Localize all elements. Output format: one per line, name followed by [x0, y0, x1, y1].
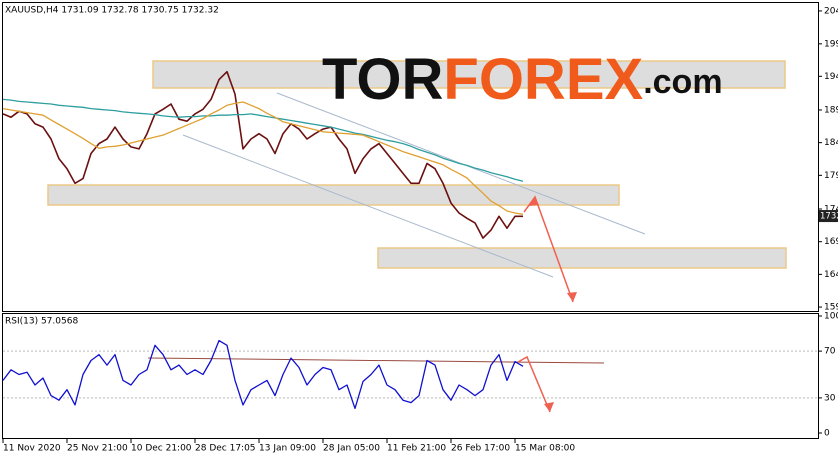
y-tick-label: 1644.00	[824, 270, 838, 280]
y-tick-label: 70	[824, 347, 836, 357]
y-tick-label: 1693.50	[824, 237, 838, 247]
rsi-panel	[2, 313, 819, 439]
series-line	[2, 339, 524, 410]
x-tick-label: 10 Dec 21:00	[131, 444, 192, 454]
plot	[2, 70, 819, 410]
series-line	[2, 101, 524, 215]
y-tick-label: 1794.00	[824, 171, 838, 181]
arrow-head	[529, 197, 539, 206]
x-tick-label: 11 Feb 21:00	[387, 444, 446, 454]
zone	[377, 247, 787, 269]
y-tick-label: 100	[824, 312, 838, 322]
x-tick-label: 15 Mar 08:00	[515, 444, 575, 454]
watermark: TORFOREX.com	[322, 47, 723, 112]
zone	[152, 60, 786, 89]
x-tick-label: 28 Jan 05:00	[323, 444, 380, 454]
series-line	[2, 98, 524, 182]
y-tick-label: 30	[824, 393, 836, 403]
arrow-head	[544, 402, 554, 412]
x-tick-label: 13 Jan 09:00	[259, 444, 316, 454]
y-tick-label: 0	[824, 429, 830, 439]
forecast-arrow	[517, 355, 551, 413]
channel-line	[182, 134, 554, 278]
rsi-title: RSI(13) 57.0568	[5, 317, 78, 327]
chart-title: XAUUSD,H4 1731.09 1732.78 1730.75 1732.3…	[5, 6, 219, 16]
y-tick-label: 1743.00	[824, 205, 838, 215]
series-line	[2, 70, 523, 239]
arrow-head	[567, 292, 577, 302]
y-tick-label: 2043.00	[824, 6, 838, 16]
trend-line	[147, 357, 605, 364]
x-tick-label: 11 Nov 2020	[3, 444, 61, 454]
y-tick-label: 1893.00	[824, 105, 838, 115]
x-tick-label: 28 Dec 17:05	[195, 444, 256, 454]
zone	[47, 184, 620, 206]
y-tick-label: 1944.00	[824, 72, 838, 82]
y-tick-label: 1993.15	[824, 39, 838, 49]
last-price-box	[819, 210, 838, 223]
last-price-label: 1732.32	[820, 212, 838, 222]
y-tick-label: 1843.50	[824, 138, 838, 148]
y-tick-label: 1594.50	[824, 303, 838, 313]
x-tick-label: 25 Nov 21:00	[67, 444, 128, 454]
x-tick-label: 26 Feb 17:00	[451, 444, 510, 454]
price-panel	[2, 2, 819, 312]
